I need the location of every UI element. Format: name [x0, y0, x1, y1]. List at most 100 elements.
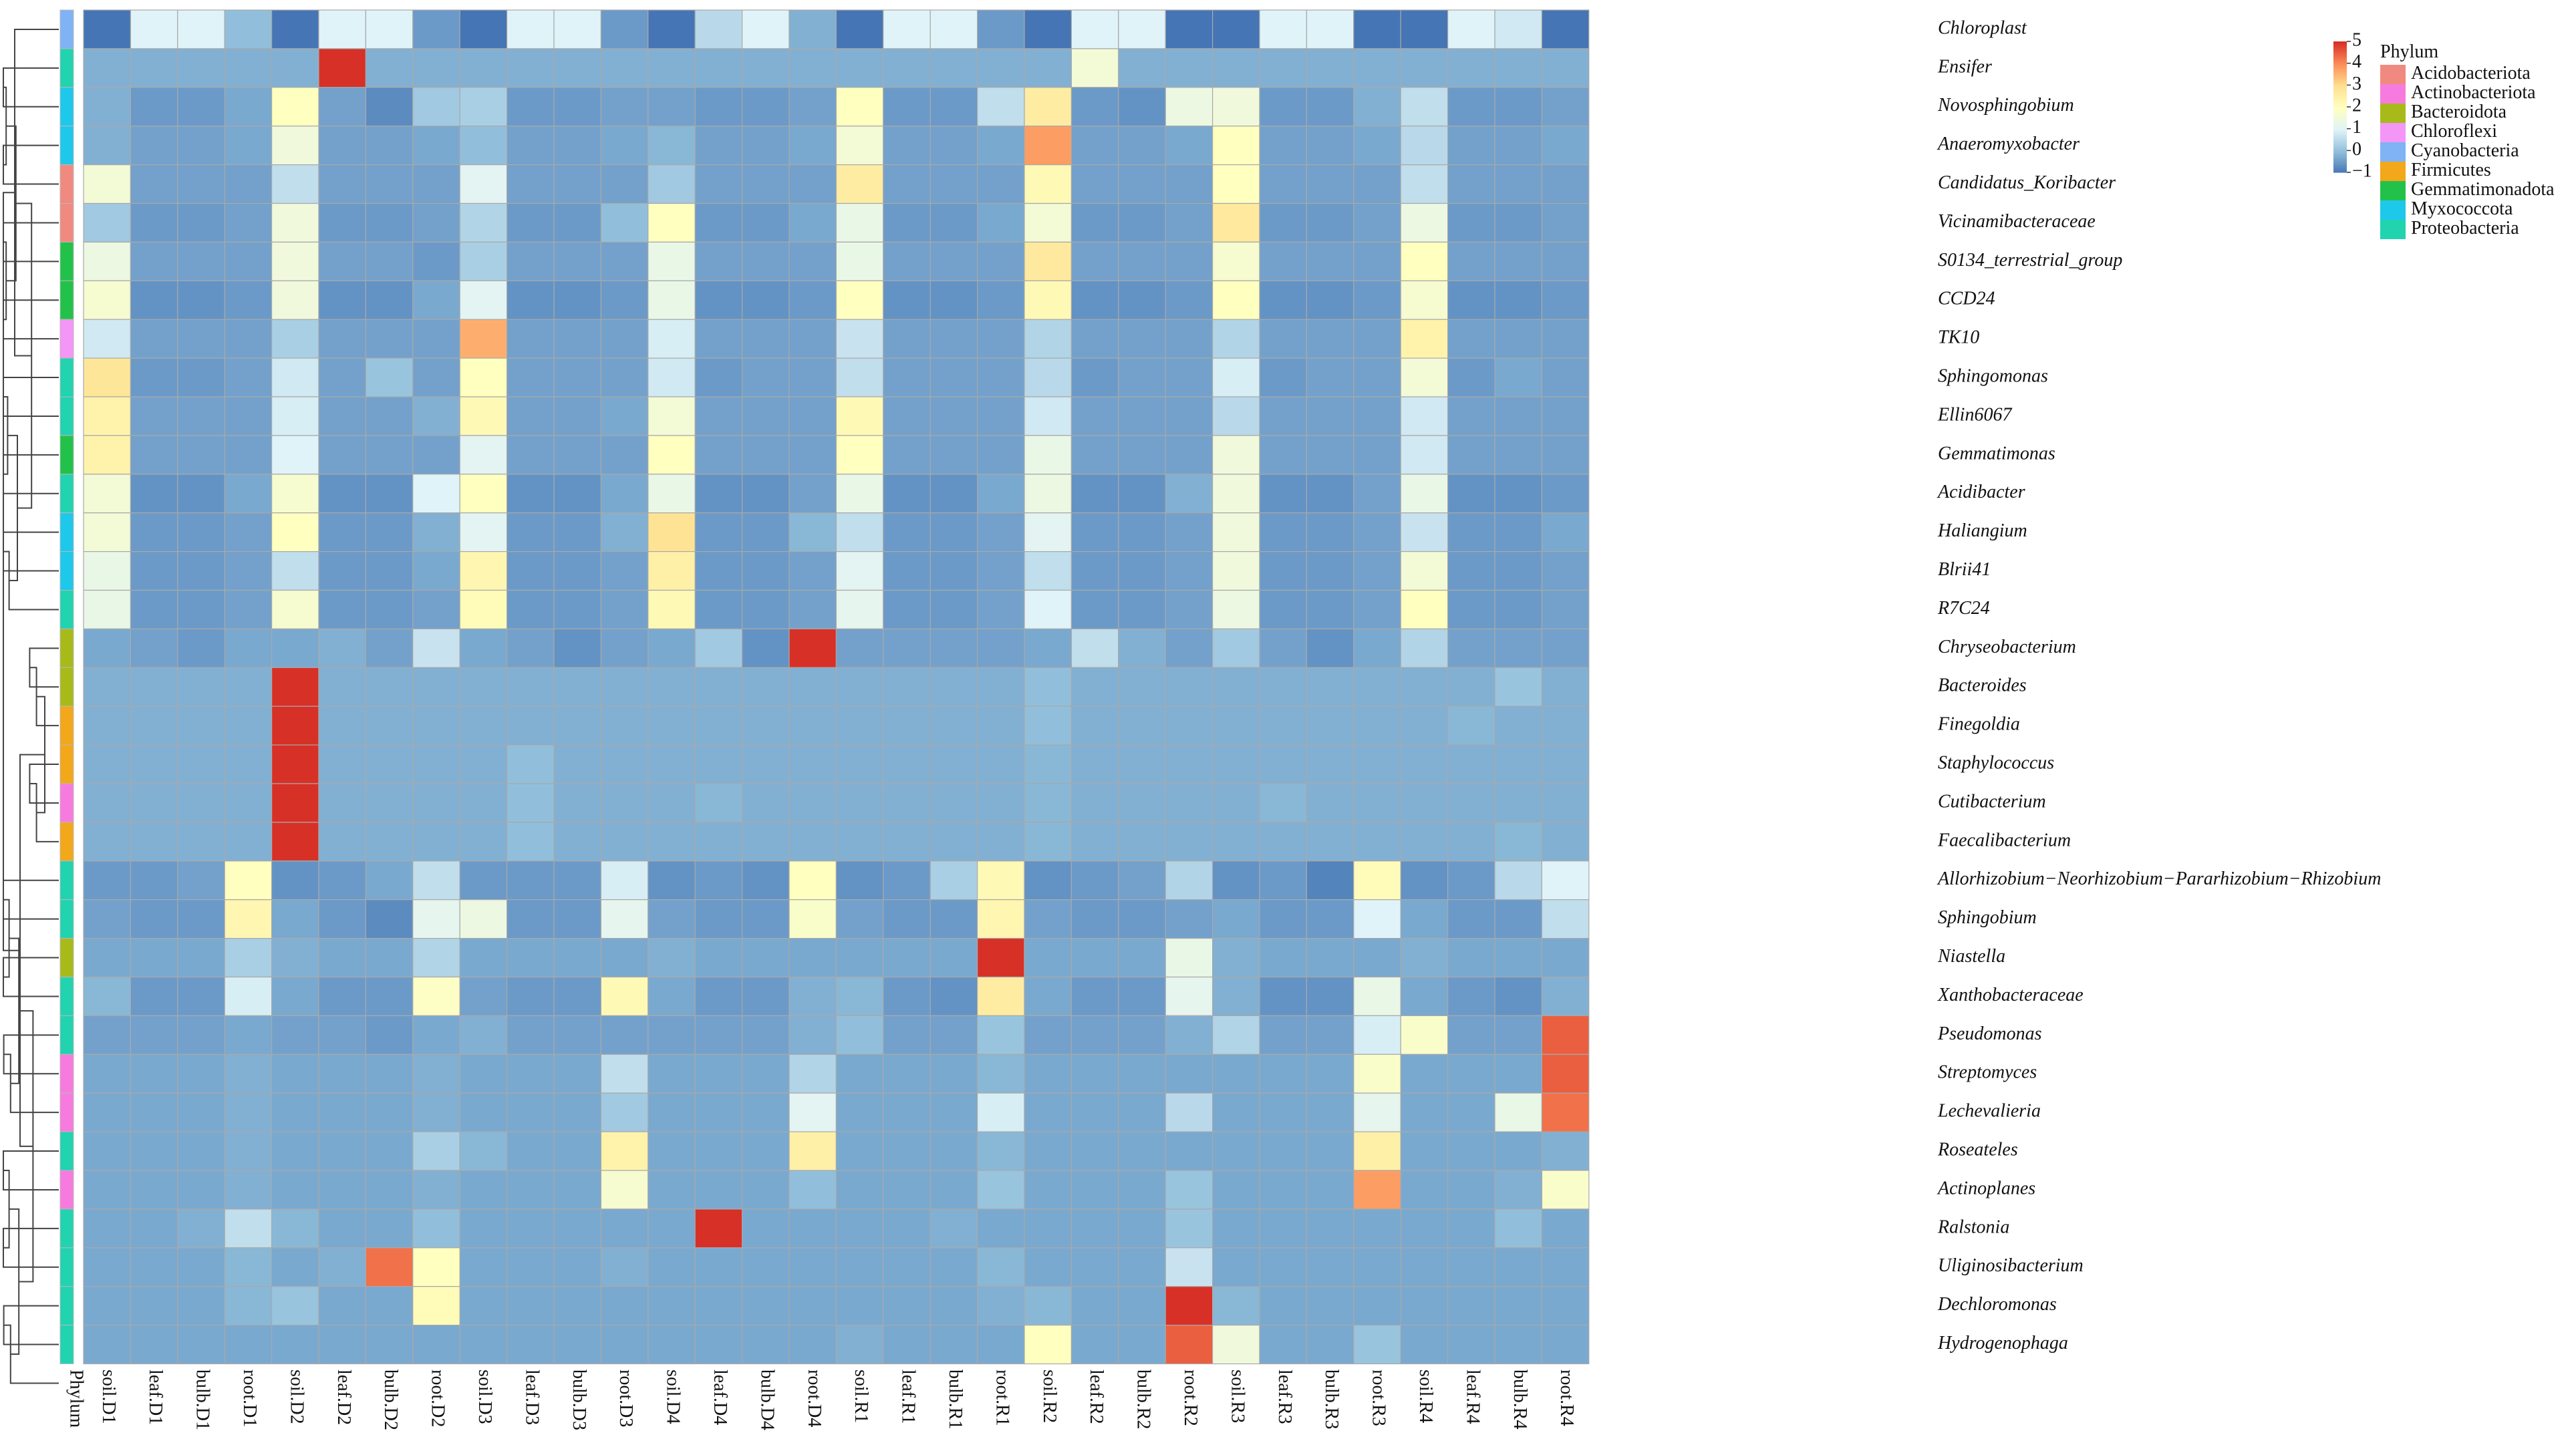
- heatmap-cell: [929, 1015, 978, 1055]
- heatmap-cell: [1118, 164, 1166, 204]
- heatmap-cell: [1024, 976, 1072, 1017]
- heatmap-cell: [1494, 1092, 1543, 1132]
- heatmap-cell: [1447, 9, 1495, 49]
- heatmap-cell: [835, 319, 884, 359]
- heatmap-cell: [1259, 1054, 1308, 1094]
- row-label: Xanthobacteraceae: [1937, 985, 2084, 1005]
- heatmap-cell: [789, 357, 837, 397]
- heatmap-cell: [976, 202, 1025, 243]
- phylum-marker-r7c24: [59, 590, 74, 629]
- heatmap-cell: [506, 1247, 555, 1287]
- heatmap-cell: [1494, 589, 1543, 630]
- heatmap-cell: [929, 1092, 978, 1132]
- heatmap-cell: [412, 550, 460, 591]
- colorbar-segment: [2333, 76, 2347, 79]
- column-label: soil.D1: [98, 1370, 119, 1424]
- heatmap-cell: [1070, 48, 1119, 88]
- heatmap-cell: [83, 667, 132, 707]
- heatmap-cell: [1306, 1324, 1354, 1365]
- heatmap-cell: [177, 241, 225, 281]
- heatmap-cell: [929, 1209, 978, 1249]
- heatmap-cell: [1259, 512, 1308, 552]
- heatmap-cell: [789, 202, 837, 243]
- heatmap-cell: [318, 126, 367, 166]
- heatmap-cell: [318, 783, 367, 823]
- heatmap-cell: [459, 357, 508, 397]
- heatmap-cell: [648, 1286, 696, 1326]
- heatmap-cell: [1447, 1170, 1495, 1210]
- heatmap-cell: [271, 512, 319, 552]
- heatmap-cell: [177, 899, 225, 939]
- heatmap-cell: [1211, 937, 1260, 978]
- heatmap-cell: [789, 822, 837, 862]
- heatmap-cell: [1447, 357, 1495, 397]
- heatmap-cell: [1211, 48, 1260, 88]
- colorbar-segment: [2333, 92, 2347, 94]
- heatmap-cell: [553, 280, 602, 320]
- heatmap-cell: [1494, 319, 1543, 359]
- heatmap-cell: [648, 1092, 696, 1132]
- heatmap-cell: [459, 435, 508, 475]
- heatmap-cell: [741, 976, 790, 1017]
- heatmap-cell: [1447, 667, 1495, 707]
- heatmap-cell: [1118, 1286, 1166, 1326]
- heatmap-cell: [318, 550, 367, 591]
- heatmap-cell: [883, 1015, 931, 1055]
- colorbar-segment: [2333, 133, 2347, 136]
- heatmap-cell: [883, 1131, 931, 1171]
- heatmap-cell: [318, 628, 367, 668]
- heatmap-cell: [271, 435, 319, 475]
- heatmap-cell: [271, 280, 319, 320]
- heatmap-cell: [1447, 1015, 1495, 1055]
- colorbar-segment: [2333, 146, 2347, 149]
- heatmap-cell: [553, 937, 602, 978]
- heatmap-cell: [83, 783, 132, 823]
- heatmap-cell: [1353, 319, 1401, 359]
- heatmap-cell: [1306, 1286, 1354, 1326]
- heatmap-cell: [1165, 1131, 1213, 1171]
- heatmap-cell: [271, 202, 319, 243]
- heatmap-cell: [1165, 937, 1213, 978]
- heatmap-cell: [835, 512, 884, 552]
- heatmap-cell: [1024, 860, 1072, 901]
- legend-swatch-myxococcota: [2380, 200, 2406, 220]
- heatmap-cell: [318, 512, 367, 552]
- dendrogram-branch: [3, 1034, 59, 1075]
- heatmap-cell: [553, 357, 602, 397]
- heatmap-cell: [553, 744, 602, 784]
- heatmap-cell: [600, 1054, 649, 1094]
- heatmap-cell: [365, 1170, 414, 1210]
- heatmap-cell: [1494, 87, 1543, 127]
- row-label: Dechloromonas: [1937, 1294, 2057, 1315]
- heatmap-cell: [1353, 1054, 1401, 1094]
- heatmap-cell: [224, 319, 273, 359]
- phylum-marker-faecalibacterium: [59, 822, 74, 862]
- heatmap-cell: [694, 1054, 743, 1094]
- heatmap-cell: [741, 1170, 790, 1210]
- heatmap-cell: [177, 937, 225, 978]
- heatmap-cell: [1306, 744, 1354, 784]
- row-label: Chloroplast: [1938, 17, 2027, 38]
- heatmap-cell: [1494, 1131, 1543, 1171]
- heatmap-cell: [694, 783, 743, 823]
- heatmap-cell: [883, 860, 931, 901]
- phylum-marker-roseateles: [59, 1131, 74, 1171]
- heatmap-cell: [835, 202, 884, 243]
- heatmap-cell: [1024, 474, 1072, 514]
- dendrogram-branch: [3, 899, 10, 978]
- heatmap-cell: [883, 202, 931, 243]
- heatmap-cell: [83, 1324, 132, 1365]
- heatmap-cell: [741, 822, 790, 862]
- heatmap-cell: [835, 899, 884, 939]
- heatmap-cell: [412, 1324, 460, 1365]
- heatmap-cell: [1070, 899, 1119, 939]
- heatmap-cell: [1024, 667, 1072, 707]
- heatmap-cell: [506, 1209, 555, 1249]
- heatmap-cell: [506, 164, 555, 204]
- heatmap-cell: [1211, 783, 1260, 823]
- heatmap-cell: [365, 783, 414, 823]
- heatmap-cell: [553, 512, 602, 552]
- heatmap-cell: [365, 937, 414, 978]
- phylum-marker-candidatus-koribacter: [59, 164, 74, 204]
